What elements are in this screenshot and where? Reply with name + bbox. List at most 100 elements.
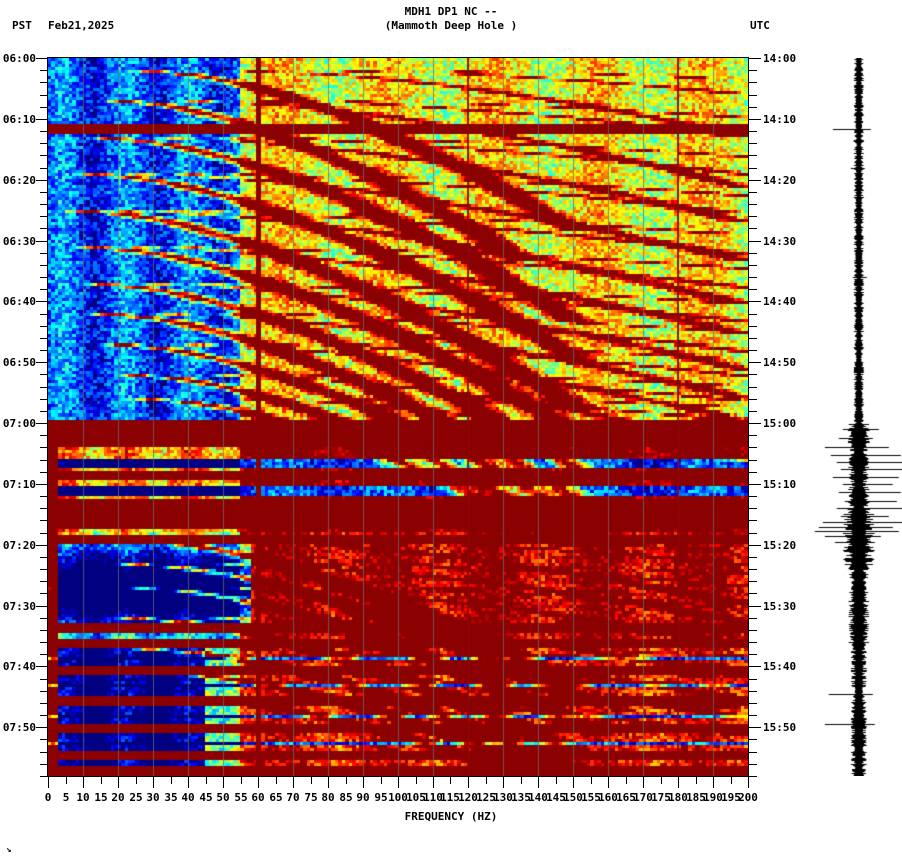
time-tick-utc (749, 228, 757, 229)
frequency-label: 20 (111, 791, 125, 804)
time-tick-utc (749, 520, 757, 521)
time-tick-local (40, 82, 48, 83)
time-tick-local (40, 216, 48, 217)
time-tick-utc (749, 654, 757, 655)
frequency-tick (101, 777, 102, 784)
time-tick-utc (749, 362, 761, 363)
frequency-tick (83, 777, 84, 788)
frequency-label: 135 (511, 791, 531, 804)
time-tick-local (40, 228, 48, 229)
time-tick-utc (749, 472, 757, 473)
time-tick-utc (749, 289, 757, 290)
time-tick-utc (749, 241, 761, 242)
time-tick-utc (749, 496, 757, 497)
time-tick-local (40, 739, 48, 740)
frequency-tick (626, 777, 627, 784)
time-tick-local (36, 241, 48, 242)
time-tick-local (40, 520, 48, 521)
time-label-utc: 15:30 (763, 600, 797, 613)
time-tick-local (40, 691, 48, 692)
time-tick-utc (749, 727, 761, 728)
frequency-label: 50 (216, 791, 230, 804)
time-tick-utc (749, 423, 761, 424)
time-tick-utc (749, 338, 757, 339)
time-label-utc: 15:20 (763, 539, 797, 552)
time-tick-local (40, 630, 48, 631)
seismogram-trace-panel[interactable] (806, 58, 902, 776)
time-tick-local (40, 703, 48, 704)
frequency-label: 150 (563, 791, 583, 804)
frequency-tick (556, 777, 557, 784)
time-tick-utc (749, 484, 761, 485)
date-label: Feb21,2025 (48, 19, 115, 32)
seismogram-trace-canvas (806, 58, 902, 776)
time-label-local: 06:50 (2, 356, 36, 369)
frequency-tick (311, 777, 312, 784)
time-tick-local (40, 654, 48, 655)
time-tick-local (40, 204, 48, 205)
time-tick-local (36, 423, 48, 424)
frequency-label: 120 (458, 791, 478, 804)
time-tick-utc (749, 155, 757, 156)
time-label-local: 06:30 (2, 235, 36, 248)
time-tick-utc (749, 131, 757, 132)
time-tick-utc (749, 557, 757, 558)
time-tick-local (40, 387, 48, 388)
frequency-label: 45 (199, 791, 213, 804)
time-tick-utc (749, 630, 757, 631)
frequency-label: 85 (339, 791, 353, 804)
time-tick-local (40, 411, 48, 412)
time-tick-utc (749, 374, 757, 375)
frequency-label: 155 (581, 791, 601, 804)
frequency-tick (608, 777, 609, 788)
time-tick-utc (749, 691, 757, 692)
time-tick-utc (749, 764, 757, 765)
time-tick-utc (749, 265, 757, 266)
frequency-tick (48, 777, 49, 788)
time-label-local: 07:10 (2, 478, 36, 491)
time-tick-local (40, 253, 48, 254)
time-tick-local (36, 666, 48, 667)
frequency-tick (136, 777, 137, 784)
frequency-tick (468, 777, 469, 788)
time-tick-local (40, 155, 48, 156)
frequency-tick (241, 777, 242, 784)
spectrogram-canvas[interactable] (48, 58, 748, 776)
spectrogram-plot[interactable] (48, 58, 748, 776)
time-label-utc: 15:40 (763, 660, 797, 673)
time-tick-local (40, 338, 48, 339)
time-tick-local (36, 545, 48, 546)
time-label-utc: 15:00 (763, 417, 797, 430)
time-tick-local (40, 764, 48, 765)
time-label-utc: 15:50 (763, 721, 797, 734)
time-tick-local (40, 289, 48, 290)
time-label-local: 07:30 (2, 600, 36, 613)
time-label-utc: 14:40 (763, 295, 797, 308)
time-tick-utc (749, 107, 757, 108)
time-label-utc: 14:50 (763, 356, 797, 369)
frequency-axis-title: FREQUENCY (HZ) (404, 810, 498, 823)
frequency-label: 40 (181, 791, 195, 804)
frequency-label: 5 (62, 791, 70, 804)
frequency-tick (328, 777, 329, 788)
frequency-label: 0 (44, 791, 52, 804)
frequency-tick (433, 777, 434, 788)
time-tick-local (40, 192, 48, 193)
time-tick-local (36, 119, 48, 120)
time-label-local: 06:10 (2, 113, 36, 126)
time-tick-utc (749, 447, 757, 448)
time-tick-utc (749, 350, 757, 351)
frequency-tick (346, 777, 347, 784)
time-tick-utc (749, 435, 757, 436)
time-tick-local (40, 752, 48, 753)
time-tick-local (40, 143, 48, 144)
time-tick-utc (749, 180, 761, 181)
time-label-local: 06:40 (2, 295, 36, 308)
time-tick-utc (749, 301, 761, 302)
time-tick-utc (749, 569, 757, 570)
time-tick-local (40, 618, 48, 619)
time-tick-utc (749, 192, 757, 193)
time-tick-utc (749, 715, 757, 716)
time-tick-utc (749, 399, 757, 400)
frequency-label: 110 (423, 791, 443, 804)
